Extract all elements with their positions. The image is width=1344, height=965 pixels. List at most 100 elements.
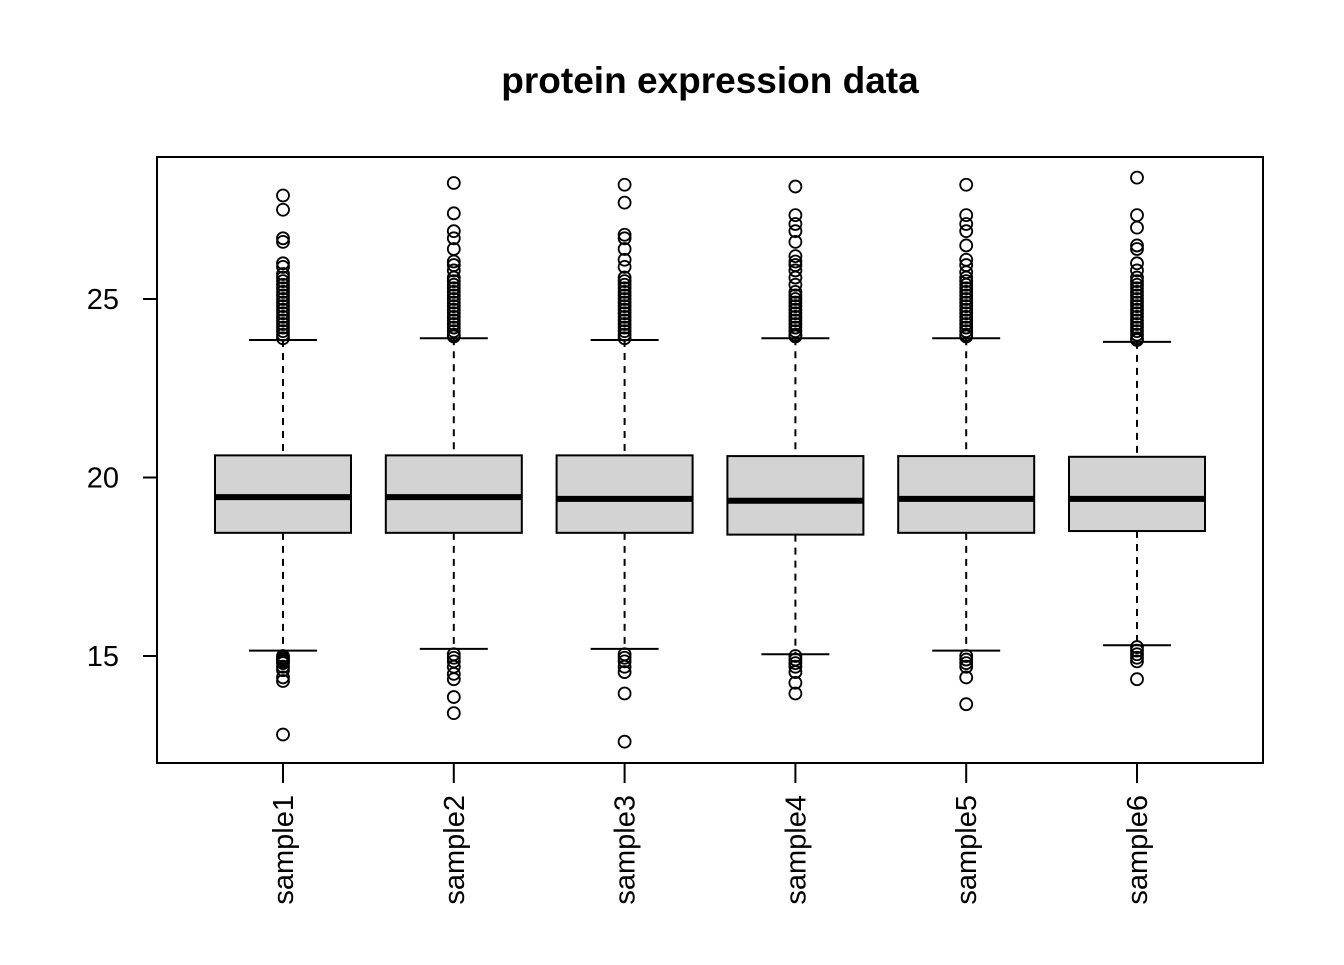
outlier-point: [788, 320, 803, 335]
outlier-point: [276, 274, 290, 289]
outlier-point: [276, 288, 290, 303]
outlier-point: [276, 327, 290, 342]
iqr-box: [897, 455, 1036, 534]
outlier-point: [959, 284, 974, 299]
outlier-point: [276, 302, 290, 317]
outlier-point: [617, 309, 632, 324]
outlier-point: [446, 320, 461, 335]
outlier-point: [617, 295, 632, 310]
outlier-point: [788, 277, 803, 292]
outlier-point: [959, 258, 974, 272]
outlier-point: [1130, 643, 1144, 658]
outlier-point: [788, 249, 803, 264]
outlier-point: [276, 281, 290, 296]
outlier-point: [446, 281, 461, 296]
outlier-point: [446, 277, 461, 292]
outlier-point: [446, 327, 461, 342]
outlier-point: [276, 313, 290, 328]
outlier-point: [1130, 281, 1144, 296]
outlier-point: [788, 656, 803, 671]
outlier-point: [1130, 256, 1144, 271]
outlier-point: [788, 292, 803, 306]
outlier-point: [276, 317, 290, 331]
chart-title: protein expression data: [501, 60, 919, 101]
outlier-point: [1130, 302, 1144, 317]
outlier-point: [959, 309, 974, 324]
outlier-point: [1130, 295, 1144, 310]
outlier-point: [276, 277, 290, 292]
outlier-point: [959, 327, 974, 342]
outlier-point: [788, 258, 803, 272]
outlier-point: [788, 179, 803, 194]
outlier-point: [446, 299, 461, 314]
outlier-point: [959, 317, 974, 331]
x-axis: sample1 sample2 sample3 sample4 sample5 sampl…: [268, 762, 1154, 905]
outlier-point: [1130, 672, 1144, 687]
x-tick-label-sample3: sample3: [610, 795, 642, 905]
outlier-point: [446, 231, 461, 246]
outlier-point: [446, 176, 461, 190]
outlier-point: [959, 299, 974, 314]
iqr-box: [1068, 455, 1206, 533]
outlier-point: [276, 674, 290, 688]
outlier-point: [1130, 274, 1144, 289]
outlier-point: [959, 292, 974, 306]
outlier-point: [276, 188, 290, 203]
outlier-point: [788, 224, 803, 239]
outlier-point: [617, 277, 632, 292]
outlier-point: [276, 292, 290, 306]
outlier-point: [446, 292, 461, 306]
outlier-point: [276, 320, 290, 335]
outlier-point: [1130, 306, 1144, 321]
outlier-point: [446, 284, 461, 299]
outlier-point: [446, 258, 461, 272]
outlier-point: [959, 224, 974, 239]
y-tick-label: 15: [87, 641, 119, 673]
outlier-point: [617, 274, 632, 289]
outlier-point: [788, 313, 803, 328]
x-tick-label-sample6: sample6: [1122, 795, 1154, 905]
outlier-point: [446, 263, 461, 278]
outlier-point: [1130, 317, 1144, 331]
outlier-point: [276, 267, 290, 281]
outlier-point: [1130, 331, 1144, 346]
outlier-point: [276, 656, 290, 671]
x-tick-label-sample2: sample2: [439, 795, 471, 905]
outlier-point: [276, 324, 290, 339]
outlier-point: [446, 309, 461, 324]
outlier-point: [446, 706, 461, 721]
outlier-point: [959, 217, 974, 231]
outlier-point: [617, 177, 632, 192]
outlier-point: [617, 317, 632, 331]
outlier-point: [788, 284, 803, 299]
outlier-point: [617, 654, 632, 669]
outlier-point: [446, 288, 461, 303]
outlier-point: [446, 242, 461, 256]
outlier-point: [1130, 263, 1144, 278]
x-tick-label-sample1: sample1: [268, 795, 300, 905]
outlier-point: [276, 256, 290, 271]
outlier-point: [788, 263, 803, 278]
outlier-point: [1130, 220, 1144, 235]
outlier-point: [959, 208, 974, 223]
outlier-point: [959, 670, 974, 685]
outlier-point: [276, 309, 290, 324]
outlier-point: [959, 324, 974, 339]
iqr-box: [384, 454, 523, 534]
outlier-point: [788, 234, 803, 249]
outlier-point: [959, 252, 974, 267]
outlier-point: [617, 242, 632, 256]
outlier-point: [1130, 299, 1144, 314]
iqr-box: [214, 454, 352, 534]
box-sample5: [897, 177, 1036, 712]
x-tick-label-sample5: sample5: [951, 795, 983, 905]
outlier-point: [617, 331, 632, 346]
outlier-point: [276, 659, 290, 674]
outlier-point: [446, 672, 461, 687]
outlier-point: [617, 281, 632, 296]
outlier-point: [1130, 650, 1144, 665]
outlier-point: [788, 327, 803, 342]
outlier-point: [617, 302, 632, 317]
